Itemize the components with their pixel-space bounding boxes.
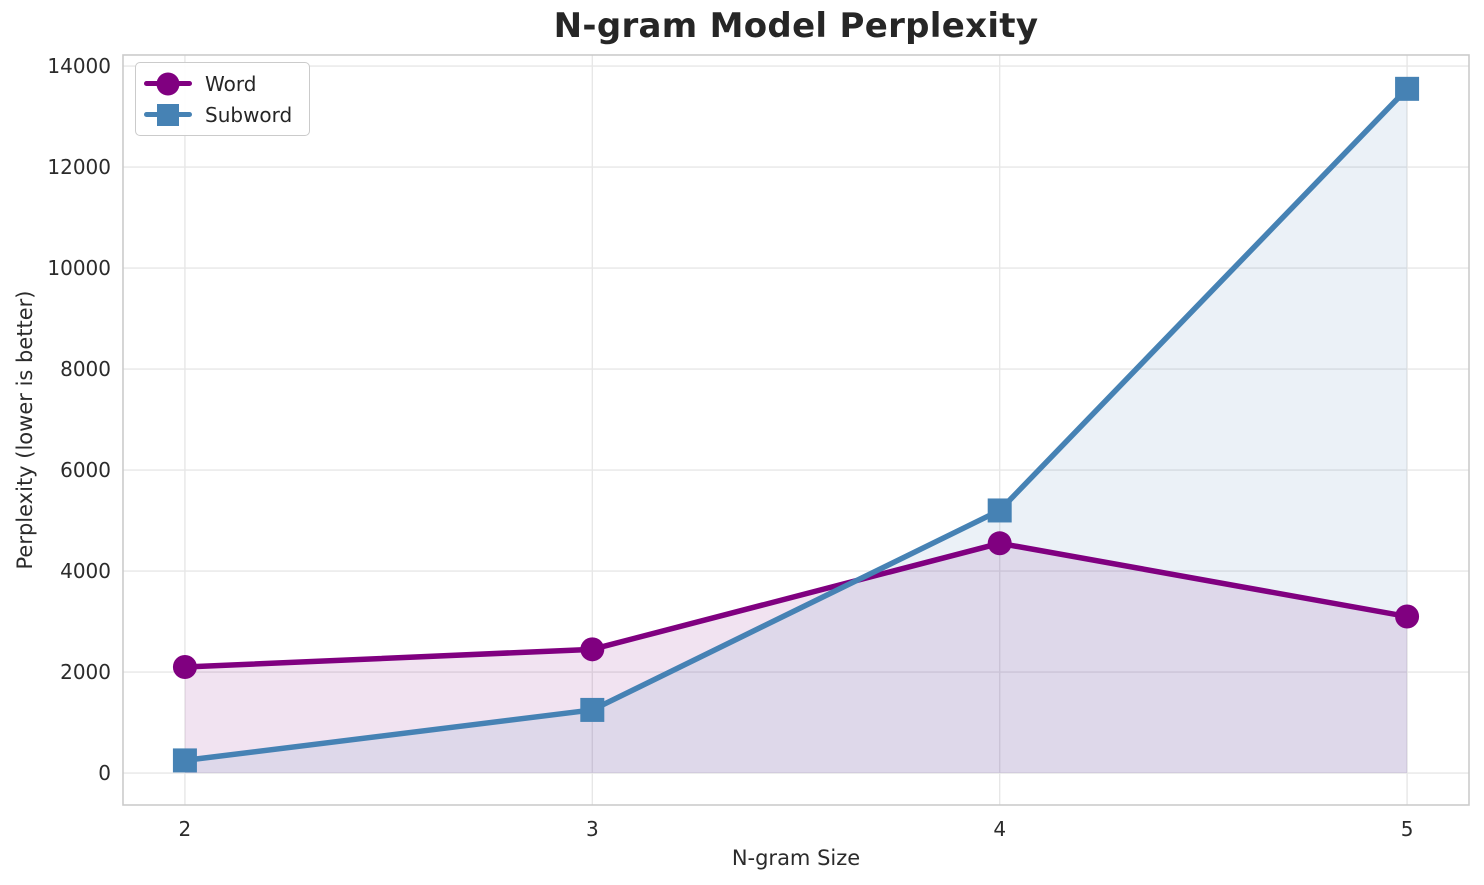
y-tick-label: 8000	[60, 357, 111, 381]
square-marker-icon	[157, 103, 179, 126]
x-gridlines	[184, 55, 1408, 805]
x-tick-label: 2	[179, 817, 192, 841]
circle-marker-icon	[156, 72, 180, 95]
y-axis-label: Perplexity (lower is better)	[13, 290, 37, 570]
subword-area	[184, 88, 1408, 774]
word-point	[987, 531, 1012, 556]
y-tick-label: 12000	[47, 155, 111, 179]
chart-title: N-gram Model Perplexity	[553, 6, 1039, 46]
x-axis-label: N-gram Size	[731, 846, 861, 870]
y-tick-label: 4000	[60, 559, 111, 583]
subword-point	[580, 697, 605, 722]
subword-markers	[172, 76, 1420, 773]
subword-point	[987, 498, 1012, 523]
word-line	[182, 540, 1410, 670]
subword-point	[172, 748, 197, 773]
subword-series-icon	[144, 101, 192, 129]
word-point	[580, 637, 605, 662]
word-point	[172, 654, 197, 679]
y-tick-labels: 0 2000 4000 6000 8000 10000 12000 14000	[47, 54, 111, 785]
x-tick-label: 3	[586, 817, 599, 841]
legend-item-subword: Subword	[144, 99, 292, 130]
y-tick-label: 2000	[60, 660, 111, 684]
word-series-icon	[144, 70, 192, 98]
x-tick-labels: 2 3 4 5	[179, 817, 1414, 841]
subword-line	[182, 86, 1410, 764]
legend-label-word: Word	[205, 71, 257, 96]
x-tick-label: 5	[1401, 817, 1414, 841]
y-tick-label: 10000	[47, 256, 111, 280]
word-point	[1395, 604, 1420, 629]
word-area	[184, 543, 1408, 774]
x-tick-label: 4	[993, 817, 1006, 841]
legend-label-subword: Subword	[205, 102, 293, 127]
y-tick-label: 6000	[60, 458, 111, 482]
legend-item-word: Word	[144, 68, 292, 99]
word-markers	[172, 531, 1420, 679]
y-tick-label: 0	[98, 761, 111, 785]
legend: Word Subword	[135, 62, 311, 136]
subword-point	[1395, 76, 1420, 101]
y-gridlines	[123, 65, 1469, 774]
y-tick-label: 14000	[47, 54, 111, 78]
plot-border	[122, 54, 1470, 806]
